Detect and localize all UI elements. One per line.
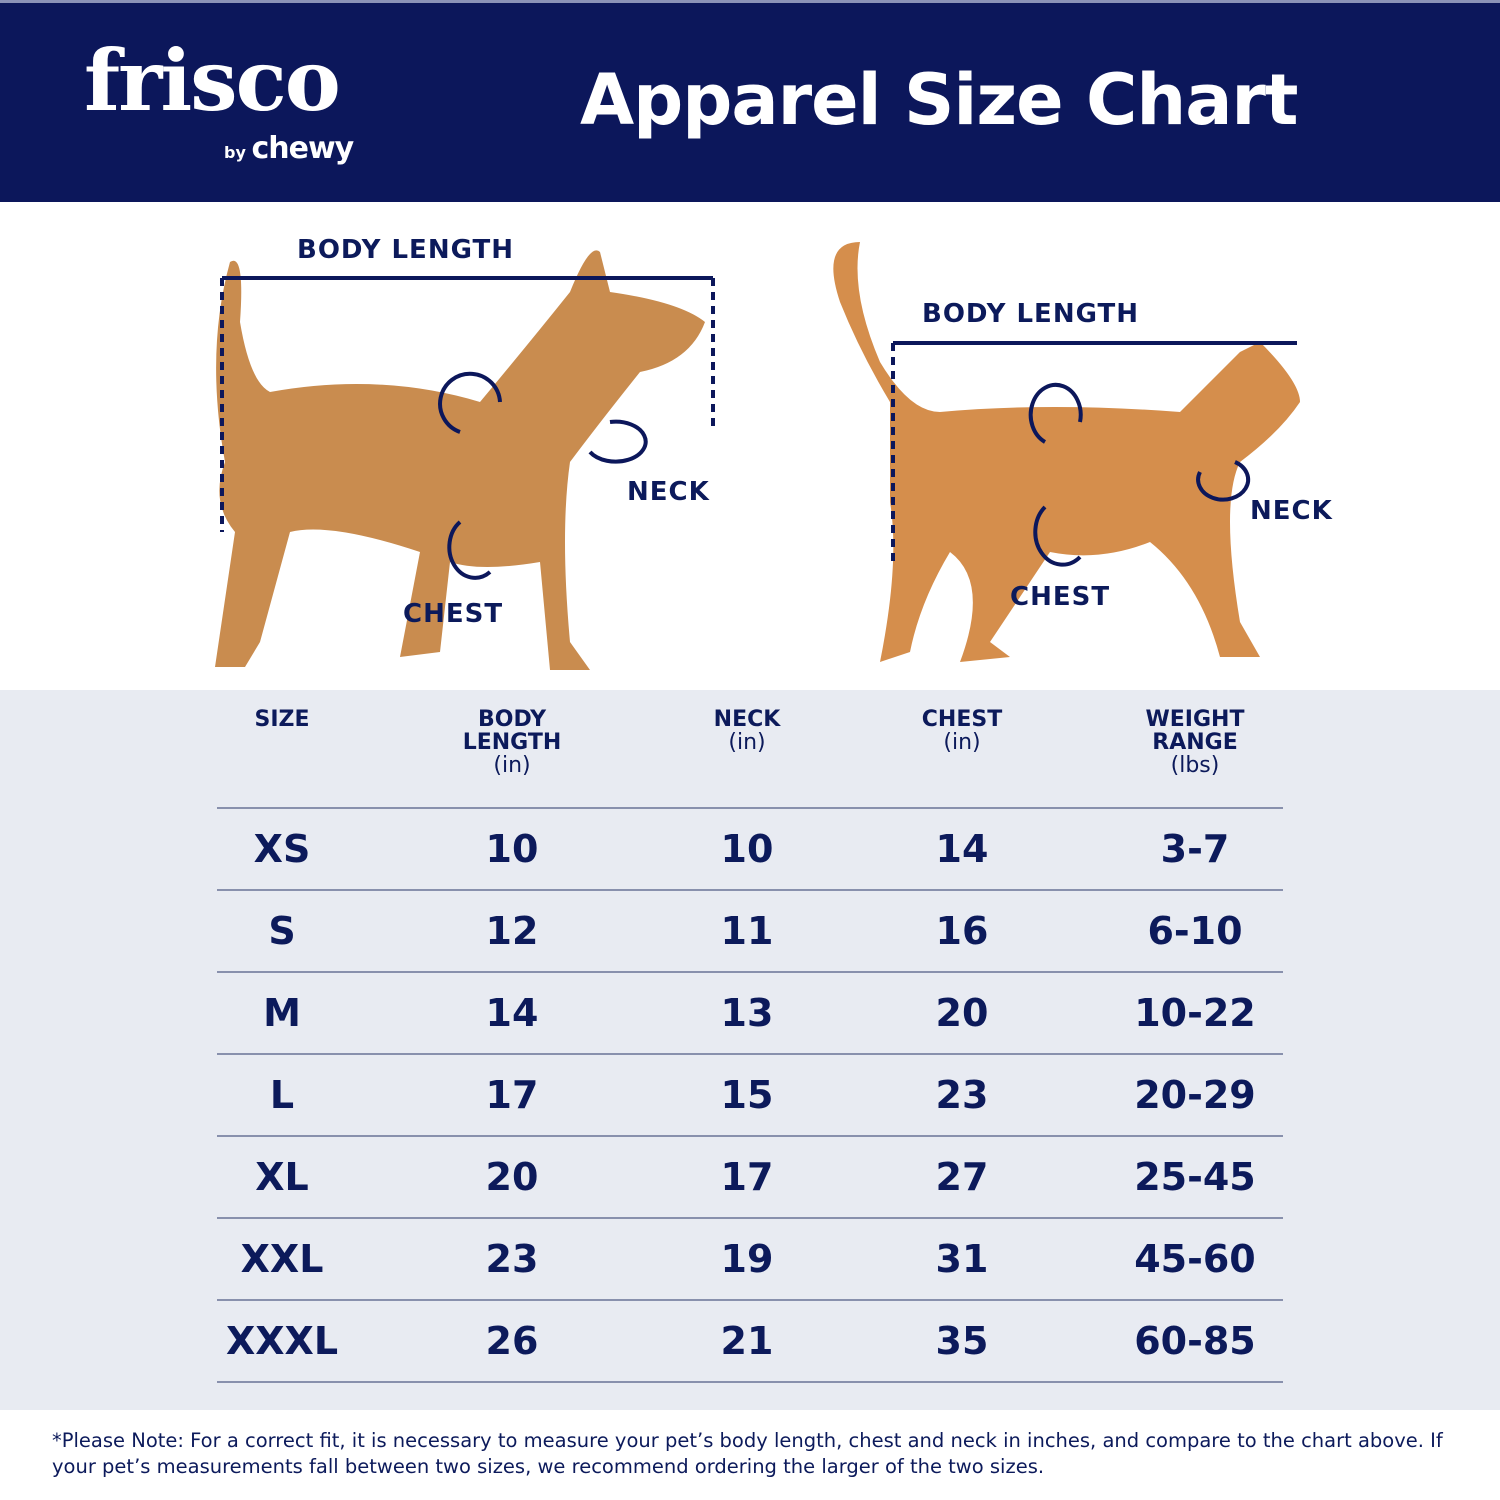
table-cell: 10 [677,808,817,891]
column-unit: (in) [728,730,766,755]
pet-illustrations: BODY LENGTH NECK CHEST BODY LENGTH NECK … [0,202,1500,692]
table-cell: 14 [347,972,677,1055]
table-row: XXXL 26 21 35 60-85 [217,1300,1283,1383]
column-header: BODY LENGTH (in) [347,707,677,809]
table-cell: 23 [817,1054,1107,1137]
table-cell: 60-85 [1107,1300,1283,1383]
table-cell: 25-45 [1107,1136,1283,1219]
column-title: NECK [713,707,781,732]
table-row: S 12 11 16 6-10 [217,890,1283,973]
size-table-section: SIZE BODY LENGTH (in) NECK (in) CHEST (in) WEIG… [0,690,1500,1410]
page-title: Apparel Size Chart [580,59,1298,141]
cat-image [833,242,1300,662]
size-table: SIZE BODY LENGTH (in) NECK (in) CHEST (in) WEIG… [217,708,1283,1383]
table-row: XXL 23 19 31 45-60 [217,1218,1283,1301]
table-cell: S [217,890,347,973]
table-cell: 20 [347,1136,677,1219]
dog-body-length-label: BODY LENGTH [297,235,514,265]
table-cell: 26 [347,1300,677,1383]
dog-chest-label: CHEST [403,599,504,629]
cat-chest-label: CHEST [1010,582,1111,612]
table-cell: 13 [677,972,817,1055]
table-cell: L [217,1054,347,1137]
table-cell: 21 [677,1300,817,1383]
cat-neck-label: NECK [1250,496,1333,526]
dog-neck-label: NECK [627,477,710,507]
table-cell: 20 [817,972,1107,1055]
column-unit: (in) [943,730,981,755]
table-cell: 19 [677,1218,817,1301]
table-cell: 6-10 [1107,890,1283,973]
header: frisco by chewy Apparel Size Chart [0,0,1500,202]
table-cell: 35 [817,1300,1107,1383]
logo-sub: by chewy [224,131,354,166]
column-header: NECK (in) [677,707,817,809]
table-cell: M [217,972,347,1055]
pets-image [215,242,1300,670]
table-cell: 15 [677,1054,817,1137]
table-cell: 17 [677,1136,817,1219]
table-cell: 11 [677,890,817,973]
table-cell: 10 [347,808,677,891]
table-cell: XS [217,808,347,891]
logo-text: frisco [84,31,341,130]
cat-neck-arrow [1028,382,1083,444]
column-header: CHEST (in) [817,707,1107,809]
column-header: WEIGHT RANGE (lbs) [1107,707,1283,809]
table-cell: XXXL [217,1300,347,1383]
column-unit: (lbs) [1170,753,1220,778]
table-row: XS 10 10 14 3-7 [217,808,1283,891]
dog-neck-arrow [438,371,502,434]
table-cell: 16 [817,890,1107,973]
table-header-row: SIZE BODY LENGTH (in) NECK (in) CHEST (in) WEIG… [217,707,1283,809]
cat-body-length-label: BODY LENGTH [922,299,1139,329]
frisco-logo: frisco by chewy [84,31,354,167]
column-title: WEIGHT RANGE [1145,707,1245,755]
cat-chest-arrow [1033,505,1082,567]
table-cell: 27 [817,1136,1107,1219]
table-cell: 20-29 [1107,1054,1283,1137]
table-cell: 17 [347,1054,677,1137]
table-cell: 14 [817,808,1107,891]
fit-note: *Please Note: For a correct fit, it is n… [52,1429,1443,1478]
table-cell: 31 [817,1218,1107,1301]
table-cell: 3-7 [1107,808,1283,891]
table-row: L 17 15 23 20-29 [217,1054,1283,1137]
column-header: SIZE [217,707,347,809]
table-cell: 23 [347,1218,677,1301]
logo-brand: chewy [251,131,354,166]
table-row: M 14 13 20 10-22 [217,972,1283,1055]
column-title: BODY LENGTH [462,707,562,755]
column-title: SIZE [254,707,310,732]
dog-chest-arrow [447,520,492,580]
column-title: CHEST [921,707,1003,732]
table-row: XL 20 17 27 25-45 [217,1136,1283,1219]
table-cell: 10-22 [1107,972,1283,1055]
column-unit: (in) [493,753,531,778]
logo-by: by [224,143,246,162]
dog-image [215,250,705,670]
table-cell: XXL [217,1218,347,1301]
table-cell: 45-60 [1107,1218,1283,1301]
table-cell: 12 [347,890,677,973]
table-cell: XL [217,1136,347,1219]
